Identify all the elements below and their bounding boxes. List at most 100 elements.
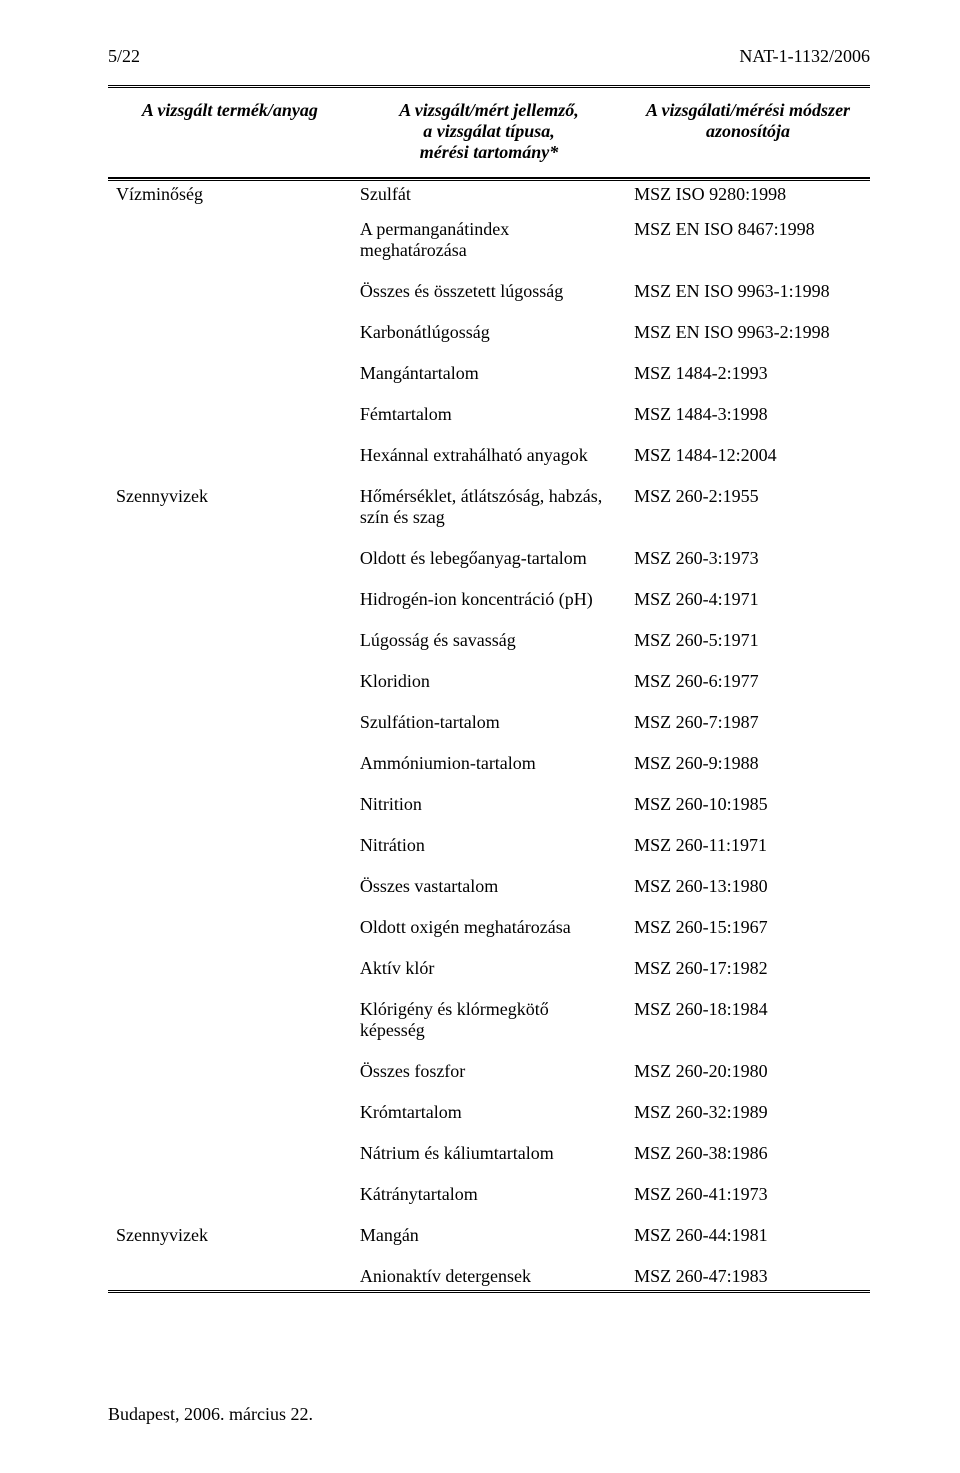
cell-product xyxy=(108,586,352,592)
row-spacer xyxy=(108,1167,870,1181)
table-row: NitrátionMSZ 260-11:1971 xyxy=(108,832,870,859)
cell-method: MSZ 260-44:1981 xyxy=(626,1222,870,1249)
row-spacer xyxy=(108,613,870,627)
row-spacer xyxy=(108,818,870,832)
cell-method: MSZ 260-11:1971 xyxy=(626,832,870,859)
table-row: VízminőségSzulfátMSZ ISO 9280:1998 xyxy=(108,181,870,208)
cell-property: Nitrátion xyxy=(352,832,626,859)
cell-product xyxy=(108,278,352,284)
cell-product xyxy=(108,627,352,633)
cell-method: MSZ 260-47:1983 xyxy=(626,1263,870,1290)
cell-property: Hidrogén-ion koncentráció (pH) xyxy=(352,586,626,613)
cell-property: Nitrition xyxy=(352,791,626,818)
cell-method: MSZ ISO 9280:1998 xyxy=(626,181,870,208)
row-spacer xyxy=(108,305,870,319)
cell-property: Szulfát xyxy=(352,181,626,208)
cell-product xyxy=(108,791,352,797)
cell-method: MSZ EN ISO 9963-2:1998 xyxy=(626,319,870,346)
cell-method: MSZ EN ISO 9963-1:1998 xyxy=(626,278,870,305)
table-row: Ammóniumion-tartalomMSZ 260-9:1988 xyxy=(108,750,870,777)
row-spacer xyxy=(108,941,870,955)
cell-product xyxy=(108,1181,352,1187)
cell-property: Mangántartalom xyxy=(352,360,626,387)
cell-method: MSZ 260-15:1967 xyxy=(626,914,870,941)
page-number: 5/22 xyxy=(108,46,140,67)
table-row: Oldott és lebegőanyag-tartalomMSZ 260-3:… xyxy=(108,545,870,572)
row-spacer xyxy=(108,982,870,996)
cell-property: Szulfátion-tartalom xyxy=(352,709,626,736)
table-row: KátránytartalomMSZ 260-41:1973 xyxy=(108,1181,870,1208)
cell-product xyxy=(108,832,352,838)
table-row: Hidrogén-ion koncentráció (pH)MSZ 260-4:… xyxy=(108,586,870,613)
table-row: Nátrium és káliumtartalomMSZ 260-38:1986 xyxy=(108,1140,870,1167)
table-row: Aktív klórMSZ 260-17:1982 xyxy=(108,955,870,982)
cell-product xyxy=(108,401,352,407)
row-spacer xyxy=(108,695,870,709)
table-row: KarbonátlúgosságMSZ EN ISO 9963-2:1998 xyxy=(108,319,870,346)
cell-product xyxy=(108,955,352,961)
row-spacer xyxy=(108,1126,870,1140)
cell-method: MSZ 260-41:1973 xyxy=(626,1181,870,1208)
cell-product xyxy=(108,1058,352,1064)
table-row: A permanganátindex meghatározásaMSZ EN I… xyxy=(108,216,870,264)
cell-property: A permanganátindex meghatározása xyxy=(352,216,626,264)
cell-method: MSZ 260-20:1980 xyxy=(626,1058,870,1085)
cell-method: MSZ 1484-2:1993 xyxy=(626,360,870,387)
col-header-product: A vizsgált termék/anyag xyxy=(108,88,352,177)
cell-product xyxy=(108,319,352,325)
table-row: FémtartalomMSZ 1484-3:1998 xyxy=(108,401,870,428)
doc-id: NAT-1-1132/2006 xyxy=(739,46,870,67)
cell-property: Összes vastartalom xyxy=(352,873,626,900)
footer-date: Budapest, 2006. március 22. xyxy=(108,1404,313,1425)
cell-method: MSZ 260-9:1988 xyxy=(626,750,870,777)
table-row: Összes foszforMSZ 260-20:1980 xyxy=(108,1058,870,1085)
row-spacer xyxy=(108,859,870,873)
row-spacer xyxy=(108,654,870,668)
cell-method: MSZ 260-2:1955 xyxy=(626,483,870,510)
table-row: MangántartalomMSZ 1484-2:1993 xyxy=(108,360,870,387)
row-spacer xyxy=(108,428,870,442)
cell-product xyxy=(108,1099,352,1105)
standards-table: A vizsgált termék/anyag A vizsgált/mért … xyxy=(108,85,870,1293)
cell-method: MSZ 260-4:1971 xyxy=(626,586,870,613)
cell-property: Oldott és lebegőanyag-tartalom xyxy=(352,545,626,572)
cell-method: MSZ 260-7:1987 xyxy=(626,709,870,736)
cell-method: MSZ 260-13:1980 xyxy=(626,873,870,900)
row-spacer xyxy=(108,1085,870,1099)
cell-method: MSZ 260-5:1971 xyxy=(626,627,870,654)
row-spacer xyxy=(108,1208,870,1222)
cell-product xyxy=(108,914,352,920)
cell-property: Oldott oxigén meghatározása xyxy=(352,914,626,941)
table-row: Klórigény és klórmegkötő képességMSZ 260… xyxy=(108,996,870,1044)
table-row: Összes és összetett lúgosságMSZ EN ISO 9… xyxy=(108,278,870,305)
cell-product: Szennyvizek xyxy=(108,483,352,510)
cell-property: Krómtartalom xyxy=(352,1099,626,1126)
cell-method: MSZ EN ISO 8467:1998 xyxy=(626,216,870,243)
col-header-property: A vizsgált/mért jellemző, a vizsgálat tí… xyxy=(352,88,626,177)
cell-property: Kloridion xyxy=(352,668,626,695)
cell-property: Ammóniumion-tartalom xyxy=(352,750,626,777)
table-row: SzennyvizekHőmérséklet, átlátszóság, hab… xyxy=(108,483,870,531)
row-spacer xyxy=(108,469,870,483)
cell-method: MSZ 260-10:1985 xyxy=(626,791,870,818)
table-row: KloridionMSZ 260-6:1977 xyxy=(108,668,870,695)
cell-product: Vízminőség xyxy=(108,181,352,208)
row-spacer xyxy=(108,346,870,360)
cell-property: Fémtartalom xyxy=(352,401,626,428)
cell-property: Nátrium és káliumtartalom xyxy=(352,1140,626,1167)
cell-method: MSZ 260-18:1984 xyxy=(626,996,870,1023)
row-spacer xyxy=(108,264,870,278)
cell-property: Hőmérséklet, átlátszóság, habzás, szín é… xyxy=(352,483,626,531)
row-spacer xyxy=(108,208,870,216)
table-row: Lúgosság és savasságMSZ 260-5:1971 xyxy=(108,627,870,654)
cell-product xyxy=(108,216,352,222)
table-row: Hexánnal extrahálható anyagokMSZ 1484-12… xyxy=(108,442,870,469)
cell-method: MSZ 260-32:1989 xyxy=(626,1099,870,1126)
cell-product xyxy=(108,545,352,551)
cell-product xyxy=(108,750,352,756)
cell-product xyxy=(108,709,352,715)
cell-method: MSZ 260-3:1973 xyxy=(626,545,870,572)
row-spacer xyxy=(108,387,870,401)
table-row: SzennyvizekMangánMSZ 260-44:1981 xyxy=(108,1222,870,1249)
cell-property: Hexánnal extrahálható anyagok xyxy=(352,442,626,469)
